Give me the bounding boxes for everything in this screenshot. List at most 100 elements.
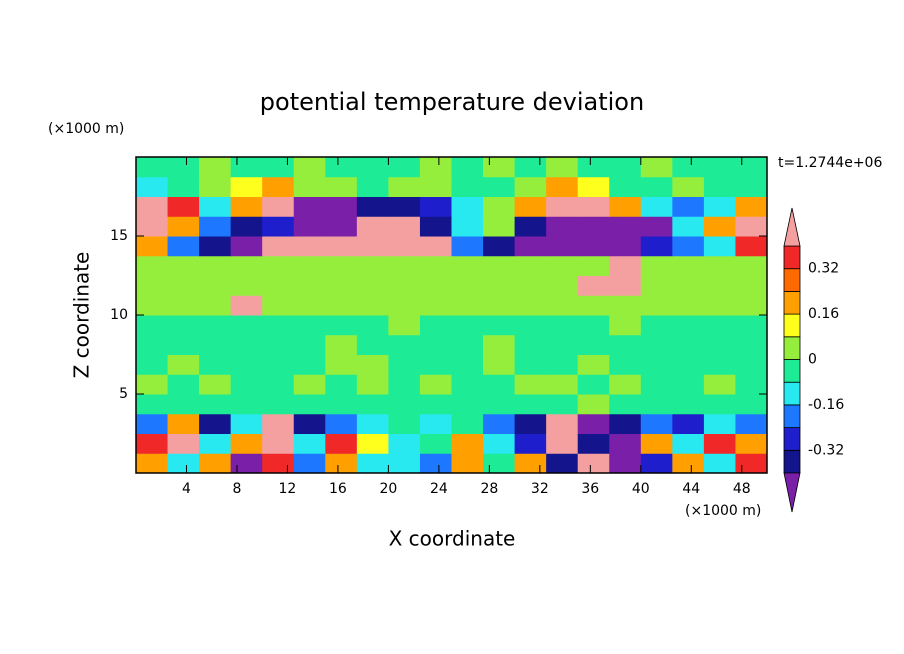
x-unit: (×1000 m) — [685, 503, 761, 519]
field-cell — [640, 433, 673, 454]
field-cell — [388, 354, 421, 375]
field-cell — [514, 354, 547, 375]
field-cell — [577, 433, 610, 454]
field-cell — [136, 196, 169, 217]
field-cell — [167, 295, 200, 316]
field-cell — [419, 255, 452, 276]
field-cell — [546, 354, 579, 375]
field-cell — [388, 374, 421, 395]
field-cell — [703, 295, 736, 316]
field-cell — [451, 216, 484, 237]
field-cell — [640, 255, 673, 276]
field-cell — [136, 216, 169, 237]
field-cell — [325, 176, 358, 197]
field-cell — [293, 453, 326, 473]
field-cell — [356, 315, 389, 336]
field-cell — [703, 413, 736, 434]
field-cell — [388, 275, 421, 296]
y-tick-label: 5 — [119, 386, 128, 402]
field-cell — [514, 216, 547, 237]
field-cell — [703, 433, 736, 454]
colorbar-box — [783, 449, 801, 474]
field-cell — [672, 157, 705, 178]
field-cell — [483, 413, 516, 434]
field-cell — [546, 216, 579, 237]
field-cell — [136, 275, 169, 296]
field-cell — [672, 196, 705, 217]
colorbar-box — [783, 290, 801, 315]
field-cell — [262, 255, 295, 276]
field-cell — [577, 315, 610, 336]
field-cell — [262, 394, 295, 415]
field-cell — [640, 413, 673, 434]
field-cell — [388, 334, 421, 355]
field-cell — [325, 413, 358, 434]
field-cell — [293, 394, 326, 415]
field-cell — [230, 196, 263, 217]
field-cell — [199, 433, 232, 454]
field-cell — [419, 236, 452, 257]
field-cell — [451, 453, 484, 473]
field-cell — [640, 374, 673, 395]
x-tick-label: 44 — [682, 481, 700, 497]
field-cell — [577, 374, 610, 395]
field-cell — [356, 433, 389, 454]
field-cell — [514, 255, 547, 276]
field-cell — [388, 176, 421, 197]
field-cell — [546, 255, 579, 276]
field-cell — [577, 255, 610, 276]
field-cell — [136, 394, 169, 415]
field-cell — [672, 315, 705, 336]
field-cell — [735, 374, 767, 395]
field-cell — [388, 236, 421, 257]
field-cell — [325, 275, 358, 296]
field-cell — [703, 394, 736, 415]
colorbar-tick-label: 0.16 — [808, 306, 839, 322]
field-cell — [356, 354, 389, 375]
field-cell — [735, 236, 767, 257]
field-cell — [703, 453, 736, 473]
field-cell — [577, 453, 610, 473]
field-cell — [356, 275, 389, 296]
x-axis-label: X coordinate — [389, 527, 516, 551]
field-cell — [640, 236, 673, 257]
field-cell — [262, 354, 295, 375]
field-cell — [136, 354, 169, 375]
field-cell — [230, 394, 263, 415]
field-cell — [230, 275, 263, 296]
field-cell — [640, 176, 673, 197]
field-cell — [262, 413, 295, 434]
field-cell — [451, 334, 484, 355]
field-cell — [451, 295, 484, 316]
x-tick-label: 8 — [232, 481, 241, 497]
colorbar-tick-label: 0.32 — [808, 261, 839, 277]
field-cell — [199, 394, 232, 415]
field-cell — [483, 236, 516, 257]
field-cell — [735, 295, 767, 316]
field-cell — [483, 275, 516, 296]
field-cell — [199, 275, 232, 296]
field-cell — [230, 216, 263, 237]
field-cell — [577, 176, 610, 197]
x-tick-label: 28 — [480, 481, 498, 497]
field-cell — [199, 176, 232, 197]
field-cell — [672, 216, 705, 237]
field-cell — [262, 334, 295, 355]
field-cell — [293, 295, 326, 316]
field-cell — [199, 196, 232, 217]
field-cell — [609, 394, 642, 415]
field-cell — [356, 334, 389, 355]
field-cell — [419, 216, 452, 237]
field-cell — [388, 413, 421, 434]
field-cell — [451, 413, 484, 434]
colorbar-box — [783, 404, 801, 428]
field-cell — [735, 157, 767, 178]
field-cell — [388, 433, 421, 454]
field-cell — [167, 157, 200, 178]
field-cell — [136, 433, 169, 454]
field-cell — [703, 196, 736, 217]
colorbar-bottom-arrow — [783, 472, 801, 513]
field-cell — [483, 295, 516, 316]
field-cell — [672, 453, 705, 473]
field-cell — [419, 453, 452, 473]
